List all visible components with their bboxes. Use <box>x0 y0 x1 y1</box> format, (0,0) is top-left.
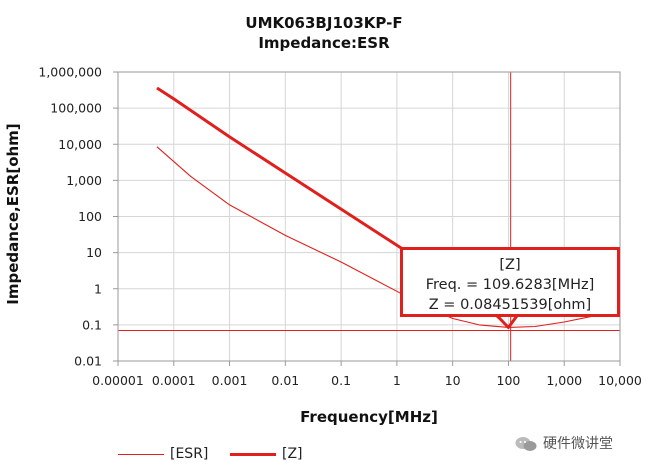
y-tick-label: 1,000 <box>66 173 102 188</box>
marker-annotation: [Z] Freq. = 109.6283[MHz] Z = 0.08451539… <box>400 247 620 317</box>
watermark-text: 硬件微讲堂 <box>543 436 613 452</box>
legend-swatch-esr <box>118 453 164 455</box>
y-tick-label: 0.1 <box>82 317 102 332</box>
x-tick-label: 0.001 <box>212 373 248 388</box>
y-tick-label: 100,000 <box>50 101 102 116</box>
x-tick-label: 1 <box>393 373 401 388</box>
x-tick-label: 1,000 <box>546 373 582 388</box>
x-axis-label: Frequency[MHz] <box>300 408 438 426</box>
legend-label-esr: [ESR] <box>170 446 209 462</box>
x-tick-label: 0.0001 <box>152 373 196 388</box>
x-tick-label: 0.1 <box>331 373 351 388</box>
legend-label-z: [Z] <box>282 446 303 462</box>
y-tick-label: 10 <box>86 245 102 260</box>
x-tick-label: 10 <box>445 373 461 388</box>
annotation-impedance: Z = 0.08451539[ohm] <box>428 297 592 313</box>
chart-subtitle: Impedance:ESR <box>258 34 390 52</box>
y-axis-label: Impedance,ESR[ohm] <box>4 123 22 305</box>
annotation-series: [Z] <box>499 257 521 273</box>
watermark: 硬件微讲堂 <box>515 433 613 453</box>
annotation-frequency: Freq. = 109.6283[MHz] <box>425 277 595 293</box>
chart-title: UMK063BJ103KP-F <box>245 14 403 32</box>
y-tick-label: 1 <box>94 281 102 296</box>
legend-item-z[interactable]: [Z] <box>230 446 303 462</box>
grid-lines <box>118 72 620 361</box>
x-tick-label: 10,000 <box>598 373 642 388</box>
y-tick-label: 10,000 <box>58 137 102 152</box>
y-tick-label: 0.01 <box>74 354 102 369</box>
y-tick-label: 1,000,000 <box>38 65 102 80</box>
plot-frame <box>117 71 621 362</box>
legend-swatch-z <box>230 452 276 456</box>
x-tick-label: 100 <box>497 373 521 388</box>
wechat-icon <box>515 437 537 451</box>
y-axis-ticks: 0.01 0.1 1 10 100 1,000 10,000 100,000 1,000,000 <box>38 65 118 369</box>
x-tick-label: 0.00001 <box>92 373 144 388</box>
y-tick-label: 100 <box>78 209 102 224</box>
x-tick-label: 0.01 <box>271 373 299 388</box>
legend-item-esr[interactable]: [ESR] <box>118 446 208 462</box>
x-axis-ticks: 0.00001 0.0001 0.001 0.01 0.1 1 10 100 1,000 10,0… <box>92 361 642 388</box>
